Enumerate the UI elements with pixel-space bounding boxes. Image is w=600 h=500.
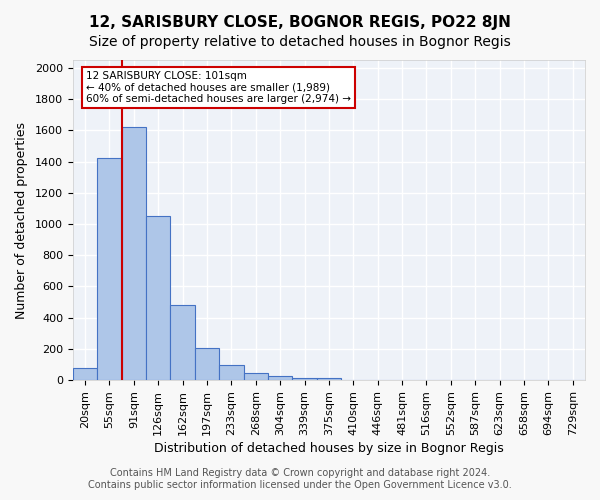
Y-axis label: Number of detached properties: Number of detached properties	[15, 122, 28, 318]
Text: 12 SARISBURY CLOSE: 101sqm
← 40% of detached houses are smaller (1,989)
60% of s: 12 SARISBURY CLOSE: 101sqm ← 40% of deta…	[86, 71, 351, 104]
Bar	[219, 364, 244, 380]
X-axis label: Distribution of detached houses by size in Bognor Regis: Distribution of detached houses by size …	[154, 442, 504, 455]
Bar	[244, 373, 268, 380]
Bar	[292, 378, 317, 380]
Text: Size of property relative to detached houses in Bognor Regis: Size of property relative to detached ho…	[89, 35, 511, 49]
Bar	[73, 368, 97, 380]
Bar	[268, 376, 292, 380]
Text: Contains HM Land Registry data © Crown copyright and database right 2024.
Contai: Contains HM Land Registry data © Crown c…	[88, 468, 512, 490]
Bar	[170, 305, 195, 380]
Bar	[317, 378, 341, 380]
Bar	[122, 127, 146, 380]
Bar	[146, 216, 170, 380]
Bar	[97, 158, 122, 380]
Bar	[195, 348, 219, 380]
Text: 12, SARISBURY CLOSE, BOGNOR REGIS, PO22 8JN: 12, SARISBURY CLOSE, BOGNOR REGIS, PO22 …	[89, 15, 511, 30]
